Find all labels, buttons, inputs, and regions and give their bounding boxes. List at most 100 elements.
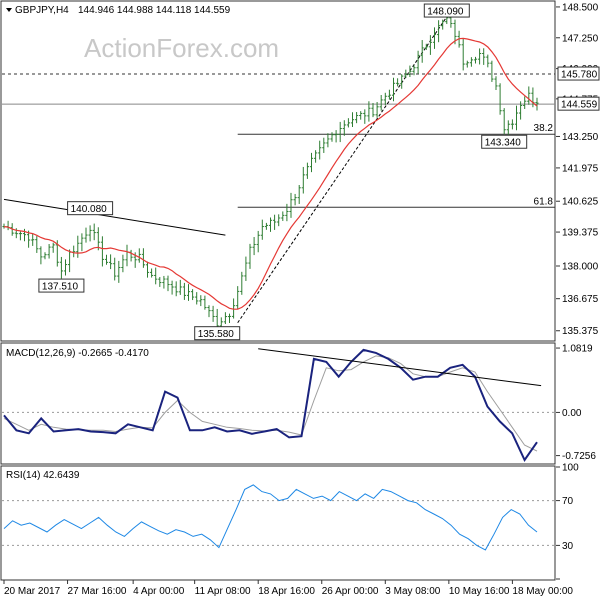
price-bar bbox=[416, 50, 420, 74]
price-bar bbox=[387, 89, 391, 100]
price-bar bbox=[486, 54, 490, 68]
price-bar bbox=[428, 35, 432, 55]
header-dropdown-icon[interactable] bbox=[6, 8, 12, 12]
price-bar bbox=[469, 57, 473, 67]
price-bar bbox=[154, 267, 158, 285]
last-price-axis-label: 144.559 bbox=[557, 96, 600, 111]
price-bar bbox=[293, 193, 297, 206]
x-tick-label: 11 Apr 08:00 bbox=[195, 586, 251, 597]
price-bar bbox=[88, 225, 92, 242]
rsi-tick-label: 30 bbox=[562, 541, 574, 552]
rsi-tick-label: 70 bbox=[562, 496, 574, 507]
price-bar bbox=[346, 118, 350, 128]
price-bar bbox=[289, 192, 293, 218]
chart-header: GBPJPY,H4 144.946 144.988 144.118 144.55… bbox=[6, 5, 231, 16]
price-bar bbox=[277, 214, 281, 227]
price-bar bbox=[227, 313, 232, 324]
price-bar bbox=[145, 261, 150, 278]
price-bar bbox=[252, 237, 256, 256]
price-bar bbox=[391, 77, 396, 102]
price-axis: 148.500147.250146.000144.775143.250141.9… bbox=[556, 2, 600, 337]
price-annotation: 135.580 bbox=[194, 326, 241, 341]
fib-level-label: 61.8 bbox=[534, 196, 554, 207]
price-bar bbox=[121, 254, 125, 273]
resistance-axis-label-text: 145.780 bbox=[561, 70, 598, 81]
price-bar bbox=[309, 152, 314, 173]
price-bar bbox=[498, 83, 502, 115]
last-price-axis-label-text: 144.559 bbox=[561, 100, 598, 111]
x-axis: 20 Mar 2017 27 Mar 16:00 4 Apr 00:00 11 Apr… bbox=[3, 580, 573, 597]
x-tick-label: 20 Mar 2017 bbox=[4, 586, 61, 597]
x-tick-label: 4 Apr 00:00 bbox=[133, 586, 185, 597]
price-bar bbox=[371, 102, 375, 118]
price-bar bbox=[379, 94, 383, 111]
price-bar bbox=[359, 111, 363, 120]
price-bar bbox=[334, 130, 338, 143]
price-bar bbox=[420, 40, 424, 63]
price-bar bbox=[260, 219, 264, 240]
price-bar bbox=[514, 105, 519, 131]
price-bar bbox=[63, 259, 68, 276]
price-bar bbox=[264, 222, 268, 230]
price-bar bbox=[178, 279, 182, 295]
price-bar bbox=[59, 256, 63, 279]
price-bar bbox=[355, 112, 359, 124]
price-bar bbox=[408, 65, 412, 78]
price-labels: 148.090 143.340 140.080 137.510 135.580 bbox=[38, 3, 528, 341]
price-annotation-text: 137.510 bbox=[42, 282, 79, 293]
rsi-title: RSI(14) 42.6439 bbox=[6, 470, 80, 481]
price-bar bbox=[494, 76, 498, 90]
price-bar bbox=[350, 112, 355, 127]
price-bar bbox=[482, 48, 486, 65]
price-bar bbox=[519, 101, 523, 120]
rsi-lines bbox=[3, 484, 538, 551]
price-tick-label: 136.675 bbox=[562, 294, 599, 305]
price-bar bbox=[43, 252, 47, 260]
price-bar bbox=[400, 74, 404, 89]
price-tick-label: 141.975 bbox=[562, 163, 599, 174]
price-bar bbox=[137, 248, 141, 263]
price-bar bbox=[441, 19, 445, 30]
price-bar bbox=[318, 140, 322, 160]
price-annotation-text: 148.090 bbox=[427, 7, 464, 18]
price-bar bbox=[502, 108, 506, 135]
rsi-tick-label: 100 bbox=[562, 463, 579, 474]
macd-lines bbox=[3, 348, 542, 462]
price-bar bbox=[96, 227, 100, 251]
header-symbol: GBPJPY,H4 bbox=[15, 5, 69, 16]
price-bar bbox=[162, 275, 166, 289]
last-price-axis-label-box bbox=[557, 96, 600, 111]
price-tick-label: 148.500 bbox=[562, 2, 599, 13]
price-bar bbox=[510, 119, 514, 130]
macd-tick-label: 1.0819 bbox=[562, 344, 593, 355]
price-bar bbox=[31, 233, 35, 246]
price-bar bbox=[244, 256, 248, 281]
macd-panel-frame bbox=[0, 342, 556, 465]
price-bar bbox=[465, 60, 469, 68]
price-annotation-box bbox=[423, 3, 470, 18]
price-moving-average bbox=[3, 37, 538, 310]
price-bar bbox=[404, 69, 408, 79]
up-trendline bbox=[237, 16, 448, 324]
price-bar bbox=[375, 102, 379, 118]
price-bar bbox=[195, 292, 199, 305]
price-bar bbox=[240, 271, 244, 295]
price-bar bbox=[223, 312, 227, 324]
macd-trendline bbox=[258, 348, 542, 387]
price-bar bbox=[523, 96, 527, 110]
price-bar bbox=[478, 48, 482, 65]
price-bar bbox=[424, 43, 428, 50]
price-bar bbox=[207, 305, 211, 318]
moving-average-line bbox=[3, 37, 538, 310]
price-bar bbox=[305, 162, 309, 179]
price-bar bbox=[432, 27, 437, 49]
price-bar bbox=[473, 56, 478, 64]
price-bar bbox=[39, 246, 43, 265]
price-bar bbox=[80, 233, 84, 252]
price-bar bbox=[141, 248, 145, 268]
price-bar bbox=[191, 289, 195, 301]
macd-main-line bbox=[3, 348, 538, 462]
price-bar bbox=[342, 120, 346, 136]
price-bar bbox=[100, 236, 104, 267]
price-bar bbox=[166, 275, 170, 292]
